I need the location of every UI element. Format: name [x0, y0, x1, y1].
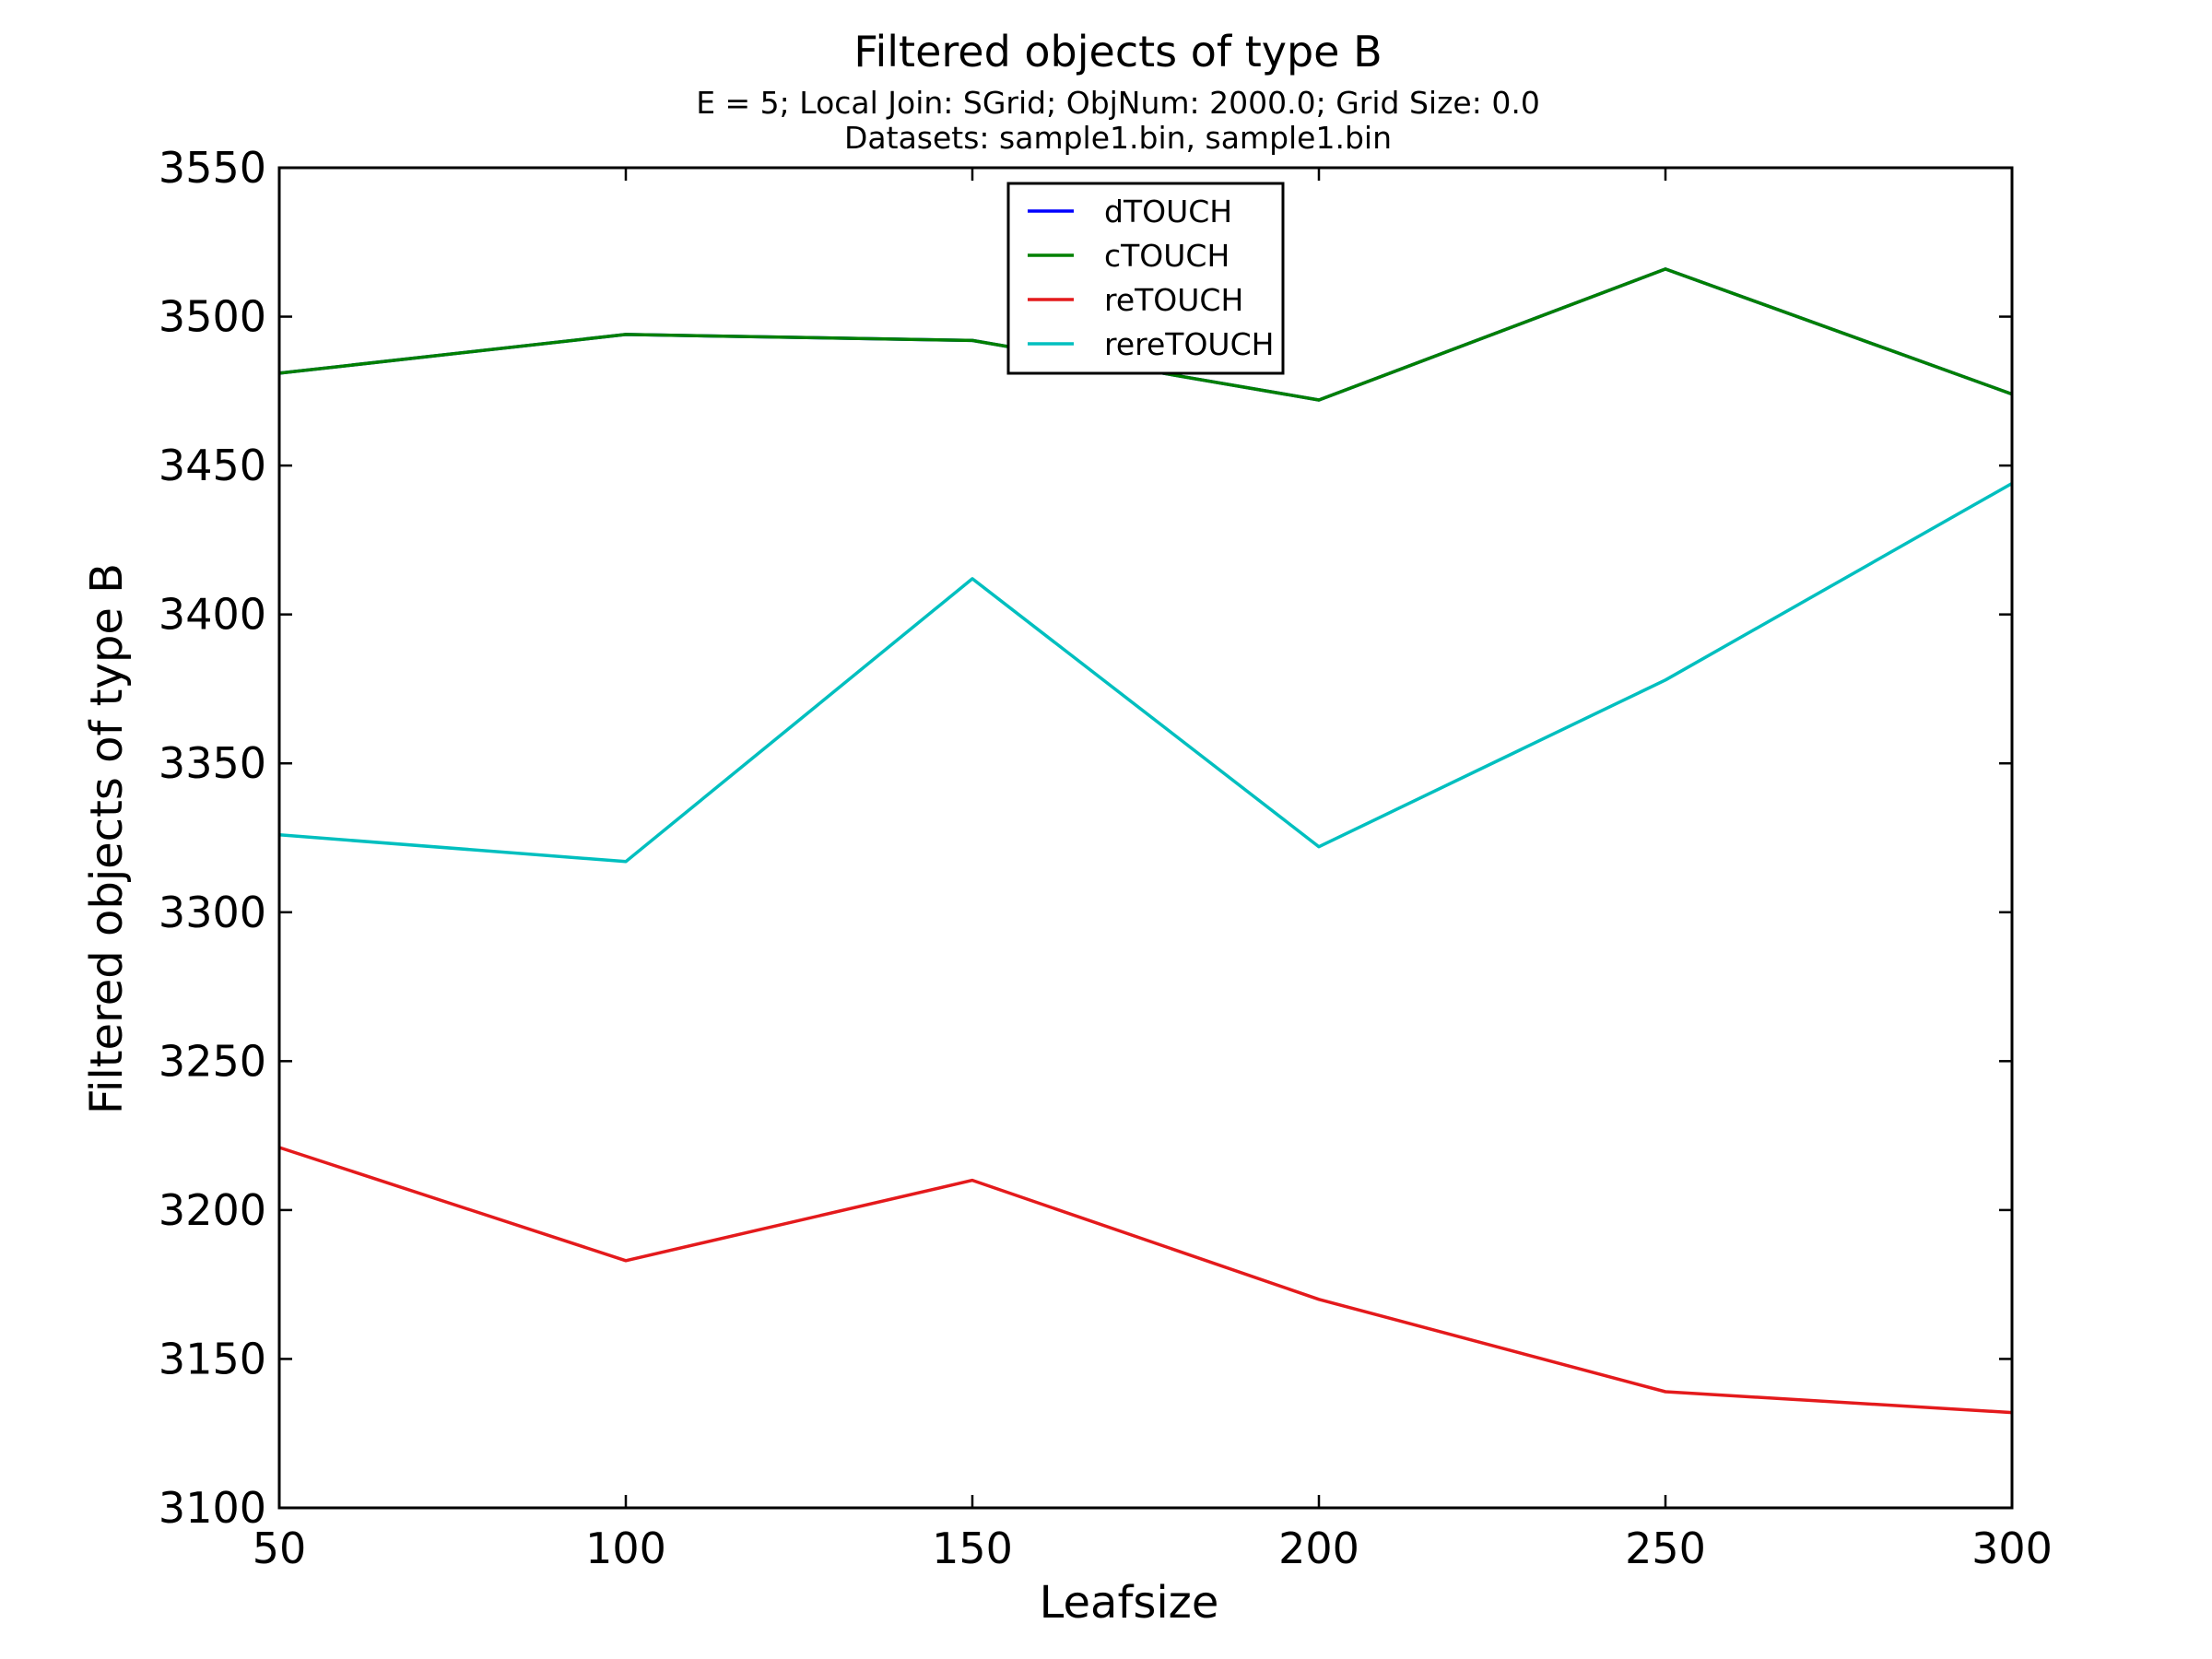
y-tick-label: 3450: [159, 441, 266, 490]
chart-title: Filtered objects of type B: [853, 27, 1382, 76]
x-tick-label: 250: [1625, 1524, 1706, 1573]
y-tick-label: 3300: [159, 888, 266, 937]
x-tick-label: 200: [1278, 1524, 1359, 1573]
x-axis-label: Leafsize: [1040, 1577, 1219, 1629]
y-tick-label: 3500: [159, 292, 266, 342]
chart-subtitle-line-1: E = 5; Local Join: SGrid; ObjNum: 2000.0…: [696, 85, 1540, 121]
legend-label-dTOUCH: dTOUCH: [1104, 194, 1232, 229]
legend-label-reTOUCH: reTOUCH: [1104, 282, 1243, 318]
legend-box: [1006, 182, 1285, 375]
y-axis-label: Filtered objects of type B: [81, 563, 133, 1114]
y-tick-label: 3250: [159, 1036, 266, 1086]
legend-label-cTOUCH: cTOUCH: [1104, 238, 1230, 274]
legend: dTOUCH cTOUCH reTOUCH rereTOUCH: [1006, 182, 1285, 375]
x-tick-label: 100: [585, 1524, 666, 1573]
y-tick-label: 3550: [159, 143, 266, 193]
y-tick-label: 3150: [159, 1334, 266, 1383]
y-tick-label: 3200: [159, 1185, 266, 1235]
chart-subtitle-line-2: Datasets: sample1.bin, sample1.bin: [844, 120, 1392, 156]
y-tick-label: 3400: [159, 590, 266, 640]
y-tick-label: 3100: [159, 1483, 266, 1533]
x-tick-label: 50: [253, 1524, 307, 1573]
plot-frame: [277, 166, 2014, 1510]
legend-label-rereTOUCH: rereTOUCH: [1104, 326, 1274, 362]
x-tick-label: 150: [932, 1524, 1013, 1573]
series-line-rereTOUCH: [278, 481, 2013, 864]
series-line-reTOUCH: [278, 1146, 2013, 1415]
tick-layer: 50 100 150 200 250 300 3100 3150 3200 3250 3300 335…: [159, 143, 2053, 1573]
x-tick-label: 300: [1971, 1524, 2053, 1573]
y-tick-label: 3350: [159, 738, 266, 788]
